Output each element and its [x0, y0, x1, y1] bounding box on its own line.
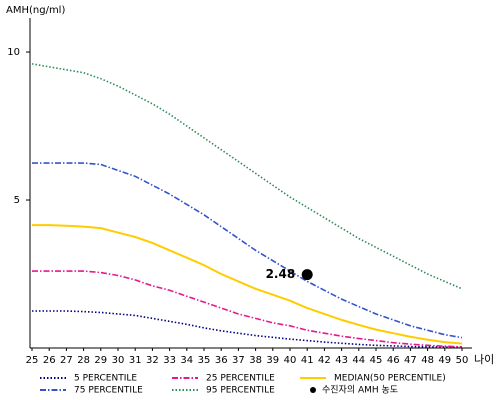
y-tick-label: 5 — [14, 195, 20, 206]
series-line — [32, 270, 463, 348]
point-marker — [301, 269, 313, 281]
x-tick-label: 45 — [370, 355, 383, 366]
x-tick-label: 43 — [335, 355, 348, 366]
x-tick-label: 49 — [438, 355, 451, 366]
x-tick-label: 34 — [180, 355, 193, 366]
x-tick-label: 41 — [301, 355, 314, 366]
series-line — [32, 310, 463, 349]
x-tick-label: 46 — [387, 355, 400, 366]
series-line — [32, 162, 463, 339]
x-tick-label: 40 — [284, 355, 297, 366]
x-tick-label: 26 — [43, 355, 56, 366]
legend-label: 25 PERCENTILE — [206, 374, 275, 384]
x-tick-label: 39 — [266, 355, 279, 366]
legend-swatch — [310, 387, 316, 393]
x-tick-label: 48 — [421, 355, 434, 366]
x-tick-label: 47 — [404, 355, 417, 366]
y-axis-label: AMH(ng/ml) — [6, 5, 65, 16]
x-tick-label: 32 — [146, 355, 159, 366]
x-tick-label: 28 — [77, 355, 90, 366]
x-tick-label: 33 — [163, 355, 176, 366]
series-line — [31, 63, 463, 290]
legend-label: 95 PERCENTILE — [206, 386, 275, 396]
x-tick-label: 35 — [198, 355, 211, 366]
series-line — [32, 224, 463, 345]
x-tick-label: 30 — [112, 355, 125, 366]
x-tick-label: 38 — [249, 355, 262, 366]
x-tick-label: 50 — [456, 355, 469, 366]
y-tick-label: 10 — [7, 47, 20, 58]
x-tick-label: 36 — [215, 355, 228, 366]
point-label: 2.48 — [266, 267, 296, 281]
x-tick-label: 42 — [318, 355, 331, 366]
legend-label: 수진자의 AMH 농도 — [322, 385, 398, 396]
legend-label: 5 PERCENTILE — [74, 374, 137, 384]
x-tick-label: 29 — [94, 355, 107, 366]
legend-label: 75 PERCENTILE — [74, 386, 143, 396]
x-tick-label: 25 — [26, 355, 39, 366]
x-axis-label: 나이 — [474, 353, 494, 366]
x-tick-label: 44 — [352, 355, 365, 366]
x-tick-label: 31 — [129, 355, 142, 366]
x-tick-label: 37 — [232, 355, 245, 366]
legend-label: MEDIAN(50 PERCENTILE) — [334, 374, 446, 384]
x-tick-label: 27 — [60, 355, 73, 366]
